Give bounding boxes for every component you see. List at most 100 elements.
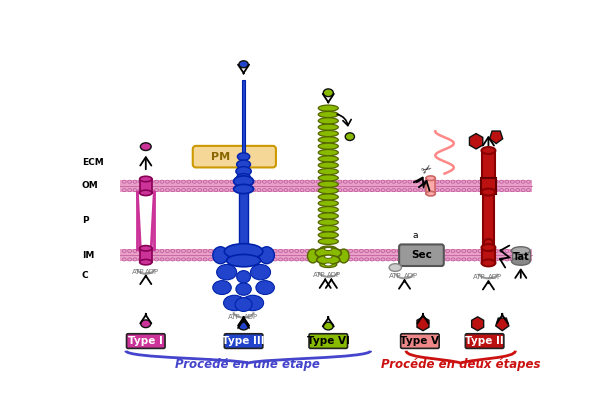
Ellipse shape [472,258,477,261]
Ellipse shape [273,189,277,192]
Ellipse shape [386,180,390,183]
Text: ADP: ADP [244,314,258,320]
Ellipse shape [494,189,498,192]
Text: ATP: ATP [473,274,485,280]
Text: ADP: ADP [145,269,159,275]
Ellipse shape [505,258,509,261]
Ellipse shape [327,180,331,183]
Ellipse shape [252,189,256,192]
Ellipse shape [295,180,299,183]
Ellipse shape [311,249,315,252]
Ellipse shape [273,180,277,183]
Ellipse shape [494,249,498,252]
Ellipse shape [192,249,196,252]
Ellipse shape [138,258,143,261]
Ellipse shape [359,258,364,261]
Ellipse shape [315,247,341,258]
Ellipse shape [192,180,196,183]
Ellipse shape [176,249,180,252]
Ellipse shape [219,189,223,192]
Ellipse shape [284,258,288,261]
Ellipse shape [213,247,228,264]
Ellipse shape [451,249,455,252]
Ellipse shape [424,180,428,183]
Ellipse shape [263,249,266,252]
Ellipse shape [140,190,152,196]
Ellipse shape [133,180,137,183]
Ellipse shape [171,249,174,252]
Ellipse shape [165,180,170,183]
Ellipse shape [389,264,401,271]
Ellipse shape [278,258,283,261]
Ellipse shape [241,249,245,252]
Ellipse shape [318,150,338,156]
Ellipse shape [316,189,320,192]
Ellipse shape [140,176,152,182]
Ellipse shape [413,249,417,252]
Ellipse shape [320,246,337,252]
Ellipse shape [236,189,239,192]
Ellipse shape [440,258,444,261]
Ellipse shape [323,89,334,97]
Ellipse shape [359,249,364,252]
Ellipse shape [386,249,390,252]
Ellipse shape [494,180,498,183]
Ellipse shape [435,249,439,252]
Ellipse shape [359,189,364,192]
Ellipse shape [359,180,364,183]
Ellipse shape [426,176,435,181]
Ellipse shape [209,180,212,183]
Ellipse shape [505,180,509,183]
Ellipse shape [413,258,417,261]
Ellipse shape [354,249,358,252]
Ellipse shape [242,295,264,311]
Bar [512,251,530,261]
Ellipse shape [209,249,212,252]
Ellipse shape [318,175,338,181]
Ellipse shape [516,258,520,261]
Ellipse shape [305,180,310,183]
Ellipse shape [424,258,428,261]
Ellipse shape [318,188,338,194]
Ellipse shape [408,258,412,261]
Text: ✂: ✂ [419,162,435,179]
Ellipse shape [141,320,151,328]
Ellipse shape [318,181,338,187]
Ellipse shape [381,189,385,192]
Ellipse shape [451,180,455,183]
FancyBboxPatch shape [465,334,504,349]
Ellipse shape [128,258,132,261]
Ellipse shape [318,194,338,200]
Ellipse shape [214,189,218,192]
Text: ATP: ATP [132,269,144,275]
Ellipse shape [478,189,482,192]
Ellipse shape [289,180,293,183]
Ellipse shape [223,295,245,311]
Ellipse shape [138,249,143,252]
Ellipse shape [268,180,272,183]
Ellipse shape [155,249,159,252]
Ellipse shape [354,180,358,183]
Bar [121,249,532,261]
Ellipse shape [144,189,147,192]
Ellipse shape [510,189,514,192]
Polygon shape [472,317,483,331]
Text: ECM: ECM [82,158,103,167]
Ellipse shape [133,258,137,261]
Ellipse shape [403,180,406,183]
Ellipse shape [140,143,151,150]
Ellipse shape [332,249,337,252]
Ellipse shape [122,189,126,192]
Ellipse shape [289,189,293,192]
Ellipse shape [234,176,253,186]
Text: Type VI: Type VI [307,336,349,346]
Ellipse shape [263,258,266,261]
Ellipse shape [234,184,253,194]
Ellipse shape [472,249,477,252]
Ellipse shape [338,258,341,261]
Ellipse shape [214,249,218,252]
Ellipse shape [256,281,274,294]
Ellipse shape [230,189,234,192]
Ellipse shape [246,249,250,252]
Ellipse shape [318,232,338,238]
